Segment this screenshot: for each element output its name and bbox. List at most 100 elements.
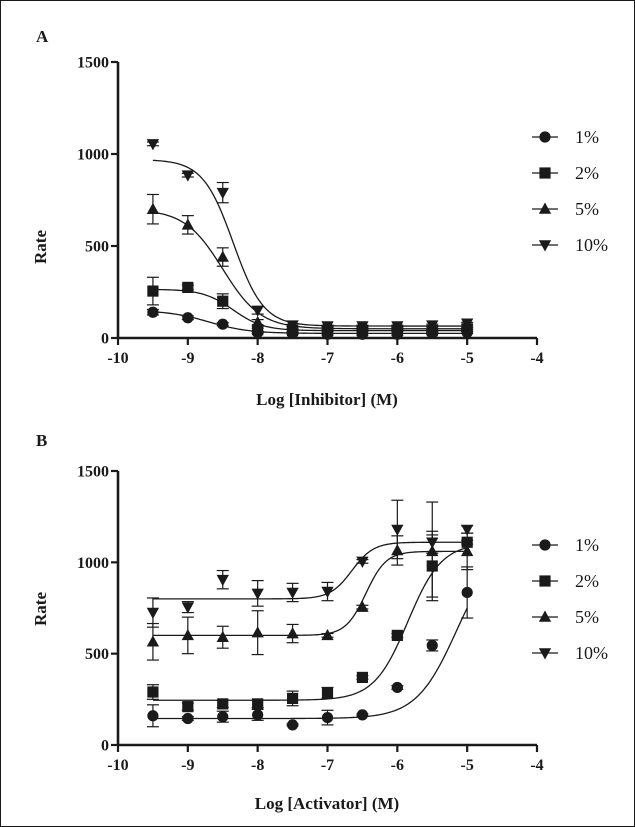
panel-b-y-tick-label: 500 bbox=[85, 646, 109, 663]
panel-b-data-point bbox=[252, 709, 264, 721]
panel-a-data-point bbox=[286, 320, 299, 332]
panel-a-data-point bbox=[181, 218, 194, 230]
panel-b-y-tick-label: 0 bbox=[101, 738, 109, 755]
panel-a-x-tick-label: -10 bbox=[107, 350, 128, 367]
panel-a-x-tick-label: -9 bbox=[181, 350, 194, 367]
panel-b-y-axis-title: Rate bbox=[31, 592, 50, 626]
panel-a-data-point bbox=[251, 315, 264, 328]
panel-b-data-point bbox=[391, 629, 403, 641]
panel-b-data-point bbox=[217, 698, 229, 710]
panel-a-x-tick-label: -8 bbox=[251, 350, 264, 367]
panel-b-data-point bbox=[147, 686, 159, 698]
panel-a-y-axis-title: Rate bbox=[31, 230, 50, 264]
panel-a-x-tick-label: -6 bbox=[391, 350, 404, 367]
panel-b-legend-label: 1% bbox=[575, 535, 599, 555]
panel-b-data-point bbox=[286, 719, 299, 731]
panel-a-data-point bbox=[391, 321, 404, 333]
panel-a-data-point bbox=[461, 318, 474, 330]
panel-b-legend-label: 5% bbox=[575, 607, 599, 627]
panel-b-x-tick-label: -9 bbox=[181, 757, 194, 774]
panel-a-y-tick-label: 0 bbox=[101, 331, 109, 348]
panel-a-legend-label: 5% bbox=[575, 199, 599, 219]
panel-b-x-tick-label: -5 bbox=[461, 757, 474, 774]
panel-b-data-point bbox=[356, 600, 369, 612]
panel-b-data-point bbox=[356, 671, 369, 684]
panel-b-data-point bbox=[321, 712, 334, 724]
panel-a-data-point bbox=[216, 250, 229, 262]
panel-a-data-point bbox=[217, 295, 229, 307]
panel-b-legend-label: 10% bbox=[575, 643, 608, 663]
panel-b-x-tick-label: -8 bbox=[251, 757, 264, 774]
panel-a-fit-curve-2 bbox=[152, 211, 468, 330]
panel-a-x-tick-label: -5 bbox=[461, 350, 474, 367]
panel-b-legend-marker bbox=[538, 648, 552, 660]
panel-b-fit-curve-0 bbox=[152, 607, 468, 720]
panel-b-data-point bbox=[356, 709, 369, 721]
panel-a-legend-marker bbox=[539, 131, 551, 143]
panel-b-data-point bbox=[147, 710, 159, 722]
panel-a-data-point bbox=[147, 306, 159, 318]
panel-a-data-point bbox=[182, 281, 194, 293]
panel-a-data-point bbox=[216, 187, 229, 200]
panel-b-x-tick-label: -10 bbox=[107, 757, 128, 774]
panel-b-data-point bbox=[321, 628, 334, 641]
panel-a-legend-label: 2% bbox=[575, 163, 599, 183]
panel-a-y-tick-label: 500 bbox=[85, 239, 109, 256]
panel-b-data-point bbox=[286, 627, 299, 639]
panel-b-data-point bbox=[426, 537, 439, 549]
panel-b-data-point bbox=[461, 524, 474, 536]
panel-a-y-tick-label: 1000 bbox=[77, 147, 109, 164]
panel-b-fit-curve-3 bbox=[152, 541, 468, 600]
panel-b-y-tick-label: 1000 bbox=[77, 555, 109, 572]
panel-b-data-point bbox=[391, 681, 403, 694]
panel-b-data-point bbox=[251, 588, 264, 600]
panel-a-data-point bbox=[251, 305, 264, 317]
panel-b-data-point bbox=[251, 626, 264, 638]
panel-b-x-tick-label: -6 bbox=[391, 757, 404, 774]
panel-b-data-point bbox=[252, 698, 264, 710]
panel-b-fit-curve-1 bbox=[152, 547, 468, 701]
panel-a-legend-label: 1% bbox=[575, 127, 599, 147]
panel-a-fit-curve-3 bbox=[152, 159, 468, 327]
panel-b-y-tick-label: 1500 bbox=[77, 464, 109, 481]
panel-b-x-tick-label: -7 bbox=[321, 757, 334, 774]
panel-b-legend-marker bbox=[539, 539, 551, 551]
panel-a-data-point bbox=[182, 312, 194, 324]
panel-a-legend-marker bbox=[539, 167, 551, 179]
panel-a-data-point bbox=[181, 170, 194, 182]
panel-b-data-point bbox=[426, 639, 438, 652]
panel-a-data-point bbox=[321, 321, 334, 333]
panel-a-legend-label: 10% bbox=[575, 235, 608, 255]
panel-b-x-tick-label: -4 bbox=[530, 757, 543, 774]
panel-b-legend-marker bbox=[538, 610, 552, 622]
panel-b-data-point bbox=[181, 628, 194, 641]
panel-b-data-point bbox=[321, 586, 334, 598]
panel-b-data-point bbox=[181, 602, 194, 614]
panel-a-data-point bbox=[217, 318, 229, 330]
panel-b-plot: 0 500 1000 1500 -10 -9 -8 -7 -6 -5 -4 1% 2% 5% 10% bbox=[77, 464, 608, 775]
panel-b-x-axis-title: Log [Activator] (M) bbox=[255, 794, 399, 813]
panel-a-y-tick-label: 1500 bbox=[77, 55, 109, 72]
panel-b-data-point bbox=[286, 692, 299, 705]
panel-b-data-point bbox=[461, 544, 474, 557]
panel-b-data-point bbox=[216, 630, 229, 642]
panel-b-data-point bbox=[321, 687, 334, 699]
panel-b-data-point bbox=[182, 712, 194, 725]
panel-a-data-point bbox=[356, 321, 369, 333]
panel-a-letter: A bbox=[36, 27, 49, 46]
panel-a-legend-marker bbox=[538, 202, 552, 214]
panel-b-data-point bbox=[182, 701, 194, 713]
panel-b-fit-curve-2 bbox=[152, 550, 468, 637]
panel-b-data-point bbox=[391, 524, 404, 536]
panel-a-legend-marker bbox=[538, 240, 552, 252]
panel-b-legend-marker bbox=[539, 575, 551, 587]
panel-a-data-point bbox=[426, 320, 439, 332]
panel-a-fit-curve-1 bbox=[152, 288, 468, 332]
panel-b-data-point bbox=[286, 587, 299, 599]
panel-b-data-point bbox=[146, 635, 160, 647]
panel-b-legend-label: 2% bbox=[575, 571, 599, 591]
panel-b-data-point bbox=[216, 574, 229, 587]
panel-a-fit-curve-0 bbox=[152, 311, 468, 335]
